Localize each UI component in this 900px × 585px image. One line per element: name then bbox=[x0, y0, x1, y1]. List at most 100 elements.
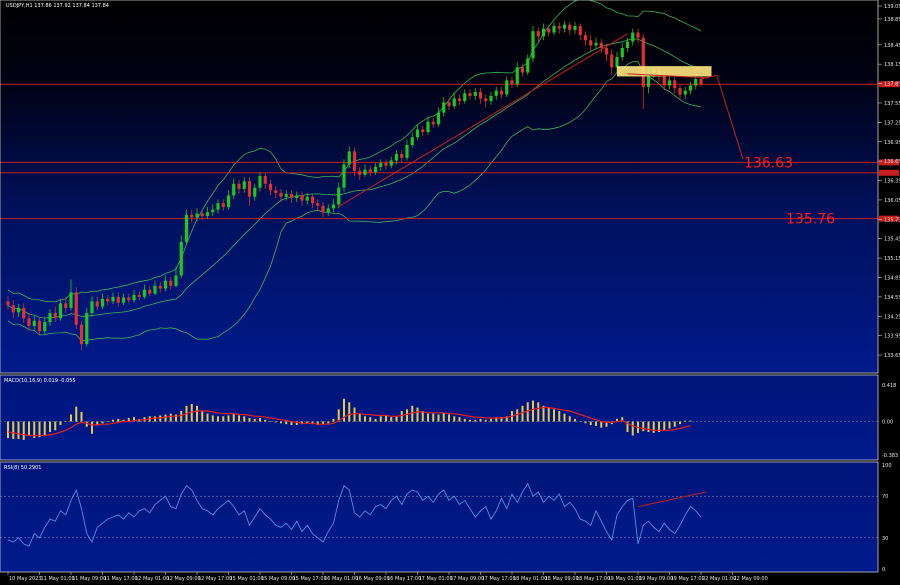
rsi-tick-label: 100 bbox=[882, 463, 892, 469]
price-panel: 136.63 135.76 139.05 138.85 138.45 138.15 137… bbox=[0, 0, 900, 373]
candle bbox=[48, 309, 52, 326]
macd-bar bbox=[631, 421, 634, 436]
candle bbox=[337, 182, 341, 209]
candle-body bbox=[400, 154, 404, 158]
candle bbox=[473, 88, 477, 100]
candle-body bbox=[342, 164, 346, 188]
macd-bar bbox=[379, 416, 382, 422]
candle-body bbox=[379, 163, 383, 167]
candle bbox=[620, 42, 624, 61]
macd-bar bbox=[411, 405, 414, 422]
time-tick-label: 18 May 17:00 bbox=[576, 576, 610, 582]
price-tick-label: 136.65 bbox=[884, 159, 900, 165]
candle-body bbox=[148, 289, 152, 294]
macd-bar bbox=[59, 421, 62, 426]
candle bbox=[426, 116, 430, 135]
rsi-tick-label: 30 bbox=[882, 536, 888, 542]
candle-body bbox=[631, 32, 635, 42]
macd-bar bbox=[652, 421, 655, 433]
candle bbox=[457, 94, 462, 105]
rsi-panel-bg bbox=[0, 461, 879, 573]
candle bbox=[547, 24, 551, 37]
price-tick-label: 135.15 bbox=[884, 256, 900, 262]
candle bbox=[268, 179, 273, 196]
macd-bar bbox=[180, 411, 183, 422]
macd-bar bbox=[75, 406, 78, 422]
macd-bar bbox=[369, 417, 372, 422]
candle bbox=[100, 293, 105, 310]
macd-bar bbox=[663, 421, 666, 431]
candle bbox=[95, 296, 99, 311]
price-tick-label: 136.95 bbox=[884, 140, 900, 146]
candle-body bbox=[226, 195, 231, 208]
candle-body bbox=[247, 181, 252, 197]
uptrend-line bbox=[338, 33, 628, 207]
time-tick-label: 17 May 17:00 bbox=[482, 576, 516, 582]
candle-body bbox=[489, 95, 493, 102]
candle bbox=[85, 307, 89, 347]
candle-body bbox=[211, 209, 215, 213]
candle bbox=[599, 38, 603, 54]
candle-body bbox=[636, 32, 640, 38]
candle bbox=[43, 318, 47, 334]
macd-bar bbox=[437, 414, 440, 422]
price-tick-label: 136.35 bbox=[884, 179, 900, 185]
macd-bar bbox=[54, 421, 57, 431]
time-tick-label: 10 May 2023 bbox=[9, 576, 42, 582]
macd-bar bbox=[49, 421, 51, 433]
time-tick-label: 16 May 01:00 bbox=[324, 576, 358, 582]
candle bbox=[541, 23, 546, 41]
candle-body bbox=[421, 129, 425, 133]
candle-body bbox=[310, 196, 315, 204]
rsi-panel: 100 70 30 0 RSI(8) 50.2901 bbox=[0, 461, 892, 573]
candle bbox=[536, 27, 540, 42]
candle bbox=[436, 107, 441, 127]
candle bbox=[310, 194, 315, 209]
macd-bar bbox=[122, 419, 125, 422]
band-middle bbox=[7, 38, 702, 319]
time-tick-label: 11 May 17:00 bbox=[104, 576, 138, 582]
macd-bar bbox=[332, 418, 335, 422]
macd-bar bbox=[689, 420, 692, 422]
macd-tick-label: -0.383 bbox=[882, 453, 898, 459]
macd-bar bbox=[206, 413, 209, 422]
macd-bar bbox=[348, 402, 351, 422]
candle-body bbox=[258, 176, 262, 188]
candle bbox=[331, 199, 336, 213]
candle bbox=[421, 125, 425, 136]
candle bbox=[568, 22, 572, 36]
candle-body bbox=[153, 285, 157, 294]
candle bbox=[688, 81, 693, 95]
macd-bar bbox=[64, 421, 67, 423]
candle bbox=[594, 37, 598, 50]
candle bbox=[142, 284, 147, 299]
time-tick-label: 19 May 09:00 bbox=[639, 576, 673, 582]
candle bbox=[148, 285, 152, 297]
candle-body bbox=[394, 154, 399, 161]
macd-bar bbox=[70, 414, 72, 422]
candle-body bbox=[279, 192, 283, 197]
macd-bar bbox=[12, 421, 15, 440]
candle-body bbox=[673, 80, 677, 89]
macd-bar bbox=[542, 405, 545, 422]
candle bbox=[200, 209, 204, 220]
candle-body bbox=[463, 93, 467, 102]
candle-body bbox=[520, 67, 525, 73]
candle-body bbox=[11, 305, 15, 313]
candle-body bbox=[678, 88, 682, 95]
price-tick-label: 137.85 bbox=[884, 82, 900, 88]
candle bbox=[410, 132, 414, 148]
candle-body bbox=[121, 297, 126, 303]
candle-body bbox=[426, 121, 430, 133]
candle bbox=[347, 146, 351, 169]
candle bbox=[552, 22, 556, 36]
price-tick-label: 138.45 bbox=[884, 43, 900, 49]
downtrend-line bbox=[627, 73, 707, 79]
macd-bar bbox=[427, 413, 429, 422]
macd-bar bbox=[673, 421, 676, 427]
candle bbox=[27, 313, 31, 332]
rsi-line bbox=[7, 482, 702, 547]
candle bbox=[111, 292, 115, 305]
candle-body bbox=[352, 151, 357, 171]
candle-body bbox=[216, 203, 220, 210]
